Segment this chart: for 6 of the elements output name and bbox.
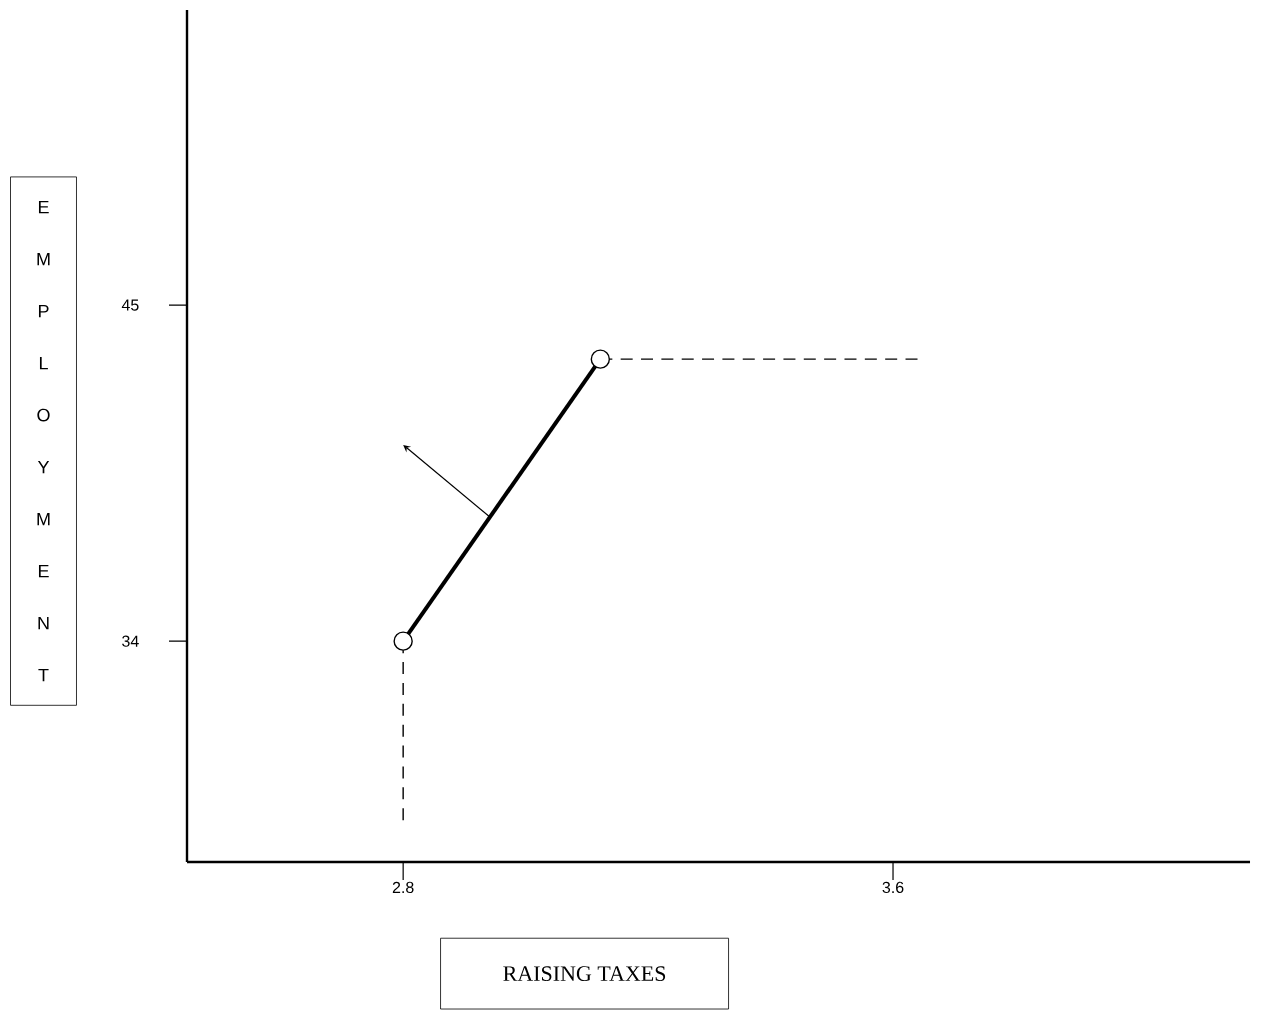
x-tick-label: 2.8 — [392, 881, 414, 894]
x-axis-title: RAISING TAXES — [503, 966, 666, 982]
y-tick-label: 45 — [121, 299, 139, 311]
x-tick-label: 3.6 — [882, 881, 904, 894]
text: E M P L O Y M E N T — [37, 200, 50, 682]
y-tick-label: 34 — [122, 635, 139, 647]
